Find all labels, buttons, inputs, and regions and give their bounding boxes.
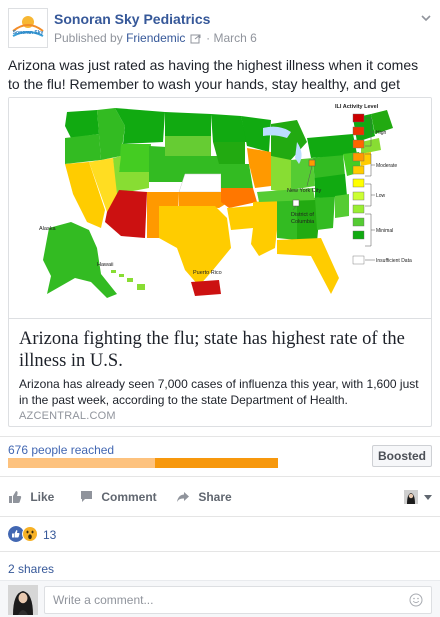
legend-minimal-label: Minimal (376, 228, 393, 234)
link-preview-title[interactable]: Arizona fighting the flu; state has high… (19, 329, 405, 371)
user-photo-icon (404, 490, 418, 504)
comment-button[interactable]: Comment (80, 489, 157, 509)
share-button[interactable]: Share (176, 489, 232, 509)
share-arrow-icon (177, 491, 189, 502)
action-bar: Like Comment Share (0, 485, 440, 513)
share-label: Share (198, 489, 232, 504)
comment-input[interactable] (44, 586, 432, 614)
legend-swatch (352, 191, 365, 201)
like-button[interactable]: Like (8, 489, 54, 509)
dc-label-line2: Columbia (291, 219, 315, 225)
link-preview-text-block[interactable]: Arizona fighting the flu; state has high… (9, 318, 431, 426)
emoji-smiley-icon[interactable] (409, 593, 423, 607)
reach-bar (8, 458, 278, 468)
divider (0, 476, 440, 477)
user-photo-icon (8, 585, 38, 615)
comment-label: Comment (101, 489, 157, 504)
page-logo-icon: Sonoran Sky (9, 9, 47, 47)
legend-swatch (352, 139, 365, 149)
puerto-rico-shape (191, 280, 221, 296)
comment-composer (0, 580, 440, 617)
acting-as-dropdown-icon[interactable] (424, 495, 432, 500)
publisher-link[interactable]: Friendemic (126, 31, 186, 45)
page-name-link[interactable]: Sonoran Sky Pediatrics (54, 11, 211, 27)
link-preview-domain: AZCENTRAL.COM (19, 410, 116, 422)
alaska-label: Alaska (39, 226, 56, 232)
legend-swatch (352, 126, 365, 136)
hawaii-label: Hawaii (97, 262, 114, 268)
meta-separator: · (206, 31, 211, 45)
map-legend: ILI Activity Level High Moderate Low Min… (335, 104, 412, 265)
post-date-link[interactable]: March 6 (213, 31, 257, 45)
like-label: Like (30, 489, 55, 504)
flu-activity-map: Alaska Hawaii Puerto Rico New York City (39, 104, 412, 298)
like-icon (8, 526, 24, 542)
boosted-button[interactable]: Boosted (372, 445, 432, 467)
legend-swatch (352, 165, 365, 175)
legend-high-label: High (376, 130, 387, 136)
reaction-count: 13 (43, 528, 57, 542)
legend-swatch (352, 113, 365, 123)
legend-swatch (352, 255, 365, 265)
link-preview-description: Arizona has already seen 7,000 cases of … (19, 377, 419, 407)
alaska-shape (43, 222, 117, 298)
post-meta: Published by Friendemic · March 6 (54, 31, 257, 45)
hawaii-shape (111, 270, 145, 290)
reach-bar-paid (155, 458, 278, 468)
link-preview-image: Alaska Hawaii Puerto Rico New York City (9, 98, 431, 318)
dc-label-line1: District of (291, 212, 314, 218)
thumbs-up-icon (9, 490, 22, 503)
link-preview[interactable]: Alaska Hawaii Puerto Rico New York City (8, 97, 432, 427)
acting-as-avatar[interactable] (404, 490, 418, 504)
divider (0, 551, 440, 552)
nyc-label: New York City (287, 188, 321, 194)
people-reached-link[interactable]: 676 people reached (8, 443, 115, 457)
reach-bar-organic (8, 458, 155, 468)
comment-bubble-icon (81, 491, 92, 503)
legend-low-label: Low (376, 193, 386, 199)
post-options-chevron-icon[interactable] (420, 12, 432, 24)
puerto-rico-label: Puerto Rico (193, 270, 222, 276)
divider (0, 436, 440, 437)
commenter-avatar (8, 585, 38, 615)
legend-swatch (352, 152, 365, 162)
published-by-label: Published by (54, 31, 123, 45)
nyc-marker (308, 159, 316, 167)
wow-icon (22, 526, 38, 542)
page-avatar[interactable]: Sonoran Sky (8, 8, 48, 48)
logo-text: Sonoran Sky (13, 30, 44, 36)
legend-insufficient-label: Insufficient Data (376, 258, 412, 264)
scheduling-tool-icon (190, 34, 201, 44)
us-map-states (65, 108, 393, 294)
legend-moderate-label: Moderate (376, 163, 397, 169)
post-header: Sonoran Sky Sonoran Sky Pediatrics Publi… (8, 8, 432, 48)
legend-swatch (352, 230, 365, 240)
dc-marker (292, 199, 300, 207)
legend-swatch (352, 204, 365, 214)
legend-swatch (352, 217, 365, 227)
divider (0, 516, 440, 517)
legend-swatch (352, 178, 365, 188)
shares-count-link[interactable]: 2 shares (8, 562, 55, 576)
legend-title: ILI Activity Level (335, 104, 379, 110)
